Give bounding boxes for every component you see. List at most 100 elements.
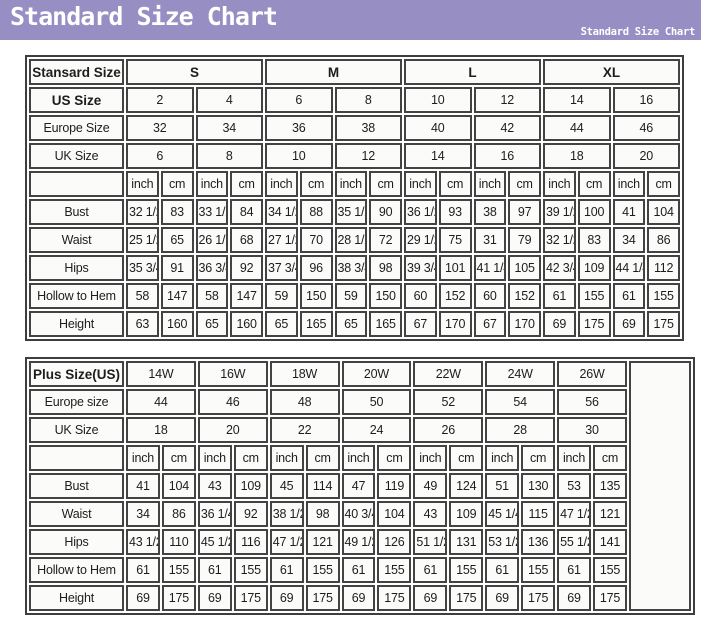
value-cell: 69 [557,585,591,611]
value-cell: 36 1/2 [404,199,437,225]
value-cell: 61 [557,557,591,583]
value-cell: inch [269,445,304,471]
value-cell: 49 1/2 [341,529,376,555]
value-cell: 92 [230,255,263,281]
value-cell: 109 [449,501,484,527]
row-label: Europe Size [29,115,124,141]
value-cell: inch [413,445,448,471]
value-cell: 14 [404,143,472,169]
value-cell: 38 1/2 [269,501,304,527]
value-cell: 54 [485,389,556,415]
value-cell: 59 [334,283,368,309]
value-cell: 34 [195,115,263,141]
value-cell: 65 [265,311,298,337]
value-cell: 61 [612,283,646,309]
value-cell: 47 [341,473,376,499]
value-cell: 115 [521,501,556,527]
value-cell: 155 [233,557,268,583]
value-cell: 69 [341,585,376,611]
value-cell: 28 1/2 [334,227,368,253]
value-cell: 170 [438,311,472,337]
value-cell: 10 [265,143,333,169]
value-cell: 52 [413,389,484,415]
value-cell: cm [647,171,680,197]
value-cell: 18 [126,417,196,443]
value-cell: 83 [577,227,611,253]
value-cell: 41 [126,473,160,499]
row-label: Bust [29,473,124,499]
value-cell: 48 [269,389,340,415]
value-cell: inch [341,445,376,471]
value-cell: 165 [299,311,333,337]
empty-cell [629,361,691,611]
value-cell: 69 [543,311,576,337]
value-cell: 69 [197,585,232,611]
value-cell: 42 3/4 [543,255,576,281]
row-label: Bust [29,199,124,225]
value-cell: 38 [334,115,402,141]
value-cell: cm [377,445,412,471]
value-cell: 30 [557,417,627,443]
value-cell: cm [233,445,268,471]
header-cell: L [404,59,541,85]
value-cell: 61 [485,557,520,583]
row-label: Hollow to Hem [29,283,124,309]
value-cell: 121 [592,501,627,527]
value-cell: 51 [485,473,520,499]
row-label: Hips [29,529,124,555]
value-cell: 37 3/4 [265,255,298,281]
value-cell: 155 [592,557,627,583]
value-cell: inch [334,171,368,197]
value-cell: 49 [413,473,448,499]
value-cell: 155 [521,557,556,583]
value-cell: 16 [612,87,680,113]
value-cell: 22 [269,417,340,443]
value-cell: cm [449,445,484,471]
value-cell: 160 [230,311,263,337]
value-cell: cm [438,171,472,197]
value-cell: 28 [485,417,556,443]
value-cell: 131 [449,529,484,555]
value-cell: 4 [195,87,263,113]
value-cell: 33 1/2 [195,199,229,225]
value-cell: 56 [557,389,627,415]
value-cell: 65 [160,227,194,253]
value-cell: inch [126,171,159,197]
value-cell: 93 [438,199,472,225]
value-cell: 25 1/2 [126,227,159,253]
value-cell: 165 [369,311,402,337]
value-cell: 150 [299,283,333,309]
value-cell: 86 [647,227,680,253]
header-cell: S [126,59,263,85]
value-cell: 75 [438,227,472,253]
value-cell: 22W [413,361,484,387]
value-cell: inch [404,171,437,197]
value-cell: 60 [473,283,507,309]
value-cell: 69 [413,585,448,611]
value-cell: 36 3/4 [195,255,229,281]
page-title: Standard Size Chart [10,2,278,31]
value-cell: 155 [577,283,611,309]
value-cell: 110 [161,529,196,555]
value-cell: 39 1/2 [543,199,576,225]
value-cell: cm [230,171,263,197]
value-cell: 45 [269,473,304,499]
value-cell: 175 [647,311,680,337]
value-cell: 101 [438,255,472,281]
value-cell: inch [557,445,591,471]
value-cell: 40 [404,115,472,141]
value-cell: 61 [413,557,448,583]
value-cell: 160 [160,311,194,337]
value-cell: 72 [369,227,402,253]
value-cell: 61 [341,557,376,583]
value-cell: 88 [299,199,333,225]
row-label: Europe size [29,389,124,415]
value-cell: 20 [197,417,268,443]
value-cell: cm [161,445,196,471]
value-cell: cm [305,445,340,471]
value-cell: cm [521,445,556,471]
value-cell: 130 [521,473,556,499]
value-cell: 26W [557,361,627,387]
value-cell: 55 1/2 [557,529,591,555]
value-cell: 69 [269,585,304,611]
